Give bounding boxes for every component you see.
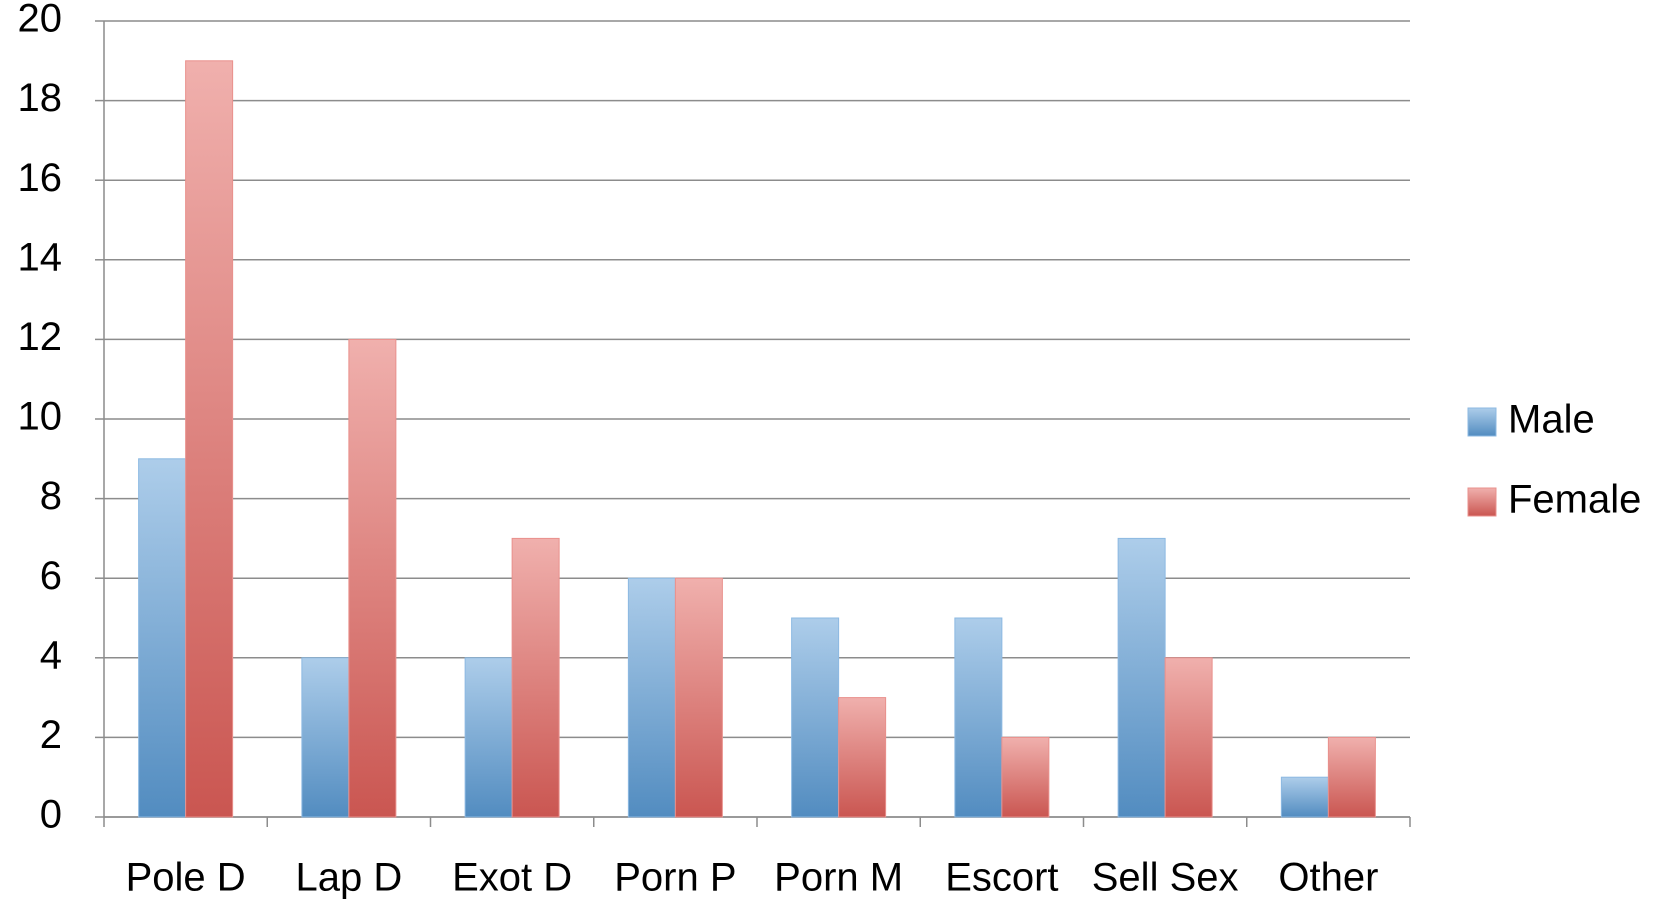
- bar: [791, 617, 840, 818]
- bar: [1117, 537, 1166, 818]
- y-tick-label: 6: [40, 554, 62, 598]
- y-tick-label: 8: [40, 474, 62, 518]
- y-tick-label: 12: [18, 315, 63, 359]
- bar: [627, 577, 676, 818]
- bar: [954, 617, 1003, 818]
- x-tick-label: Sell Sex: [1092, 856, 1239, 900]
- y-tick-label: 20: [18, 0, 63, 41]
- x-tick-label: Other: [1278, 856, 1378, 900]
- y-tick-label: 4: [40, 633, 62, 677]
- bar: [674, 577, 723, 818]
- bar: [1001, 736, 1050, 818]
- y-tick-label: 0: [40, 793, 62, 837]
- bar: [185, 60, 234, 818]
- x-tick-label: Exot D: [452, 856, 572, 900]
- legend-swatch: [1467, 487, 1497, 517]
- x-tick-label: Lap D: [296, 856, 403, 900]
- bar: [838, 697, 887, 818]
- y-tick-label: 2: [40, 713, 62, 757]
- x-tick-label: Escort: [945, 856, 1058, 900]
- bar: [464, 657, 513, 818]
- legend-label: Male: [1508, 398, 1595, 442]
- bar: [348, 338, 397, 818]
- bar: [1164, 657, 1213, 818]
- x-tick-label: Porn P: [614, 856, 736, 900]
- bar: [1280, 776, 1329, 818]
- bar: [511, 537, 560, 818]
- legend-swatch: [1467, 407, 1497, 437]
- bar: [138, 458, 187, 818]
- y-tick-label: 14: [18, 235, 63, 279]
- y-tick-label: 10: [18, 395, 63, 439]
- bar: [1327, 736, 1376, 818]
- bar: [301, 657, 350, 818]
- y-tick-label: 18: [18, 76, 63, 120]
- x-tick-label: Porn M: [774, 856, 903, 900]
- legend-label: Female: [1508, 478, 1641, 522]
- x-tick-label: Pole D: [126, 856, 246, 900]
- y-tick-label: 16: [18, 156, 63, 200]
